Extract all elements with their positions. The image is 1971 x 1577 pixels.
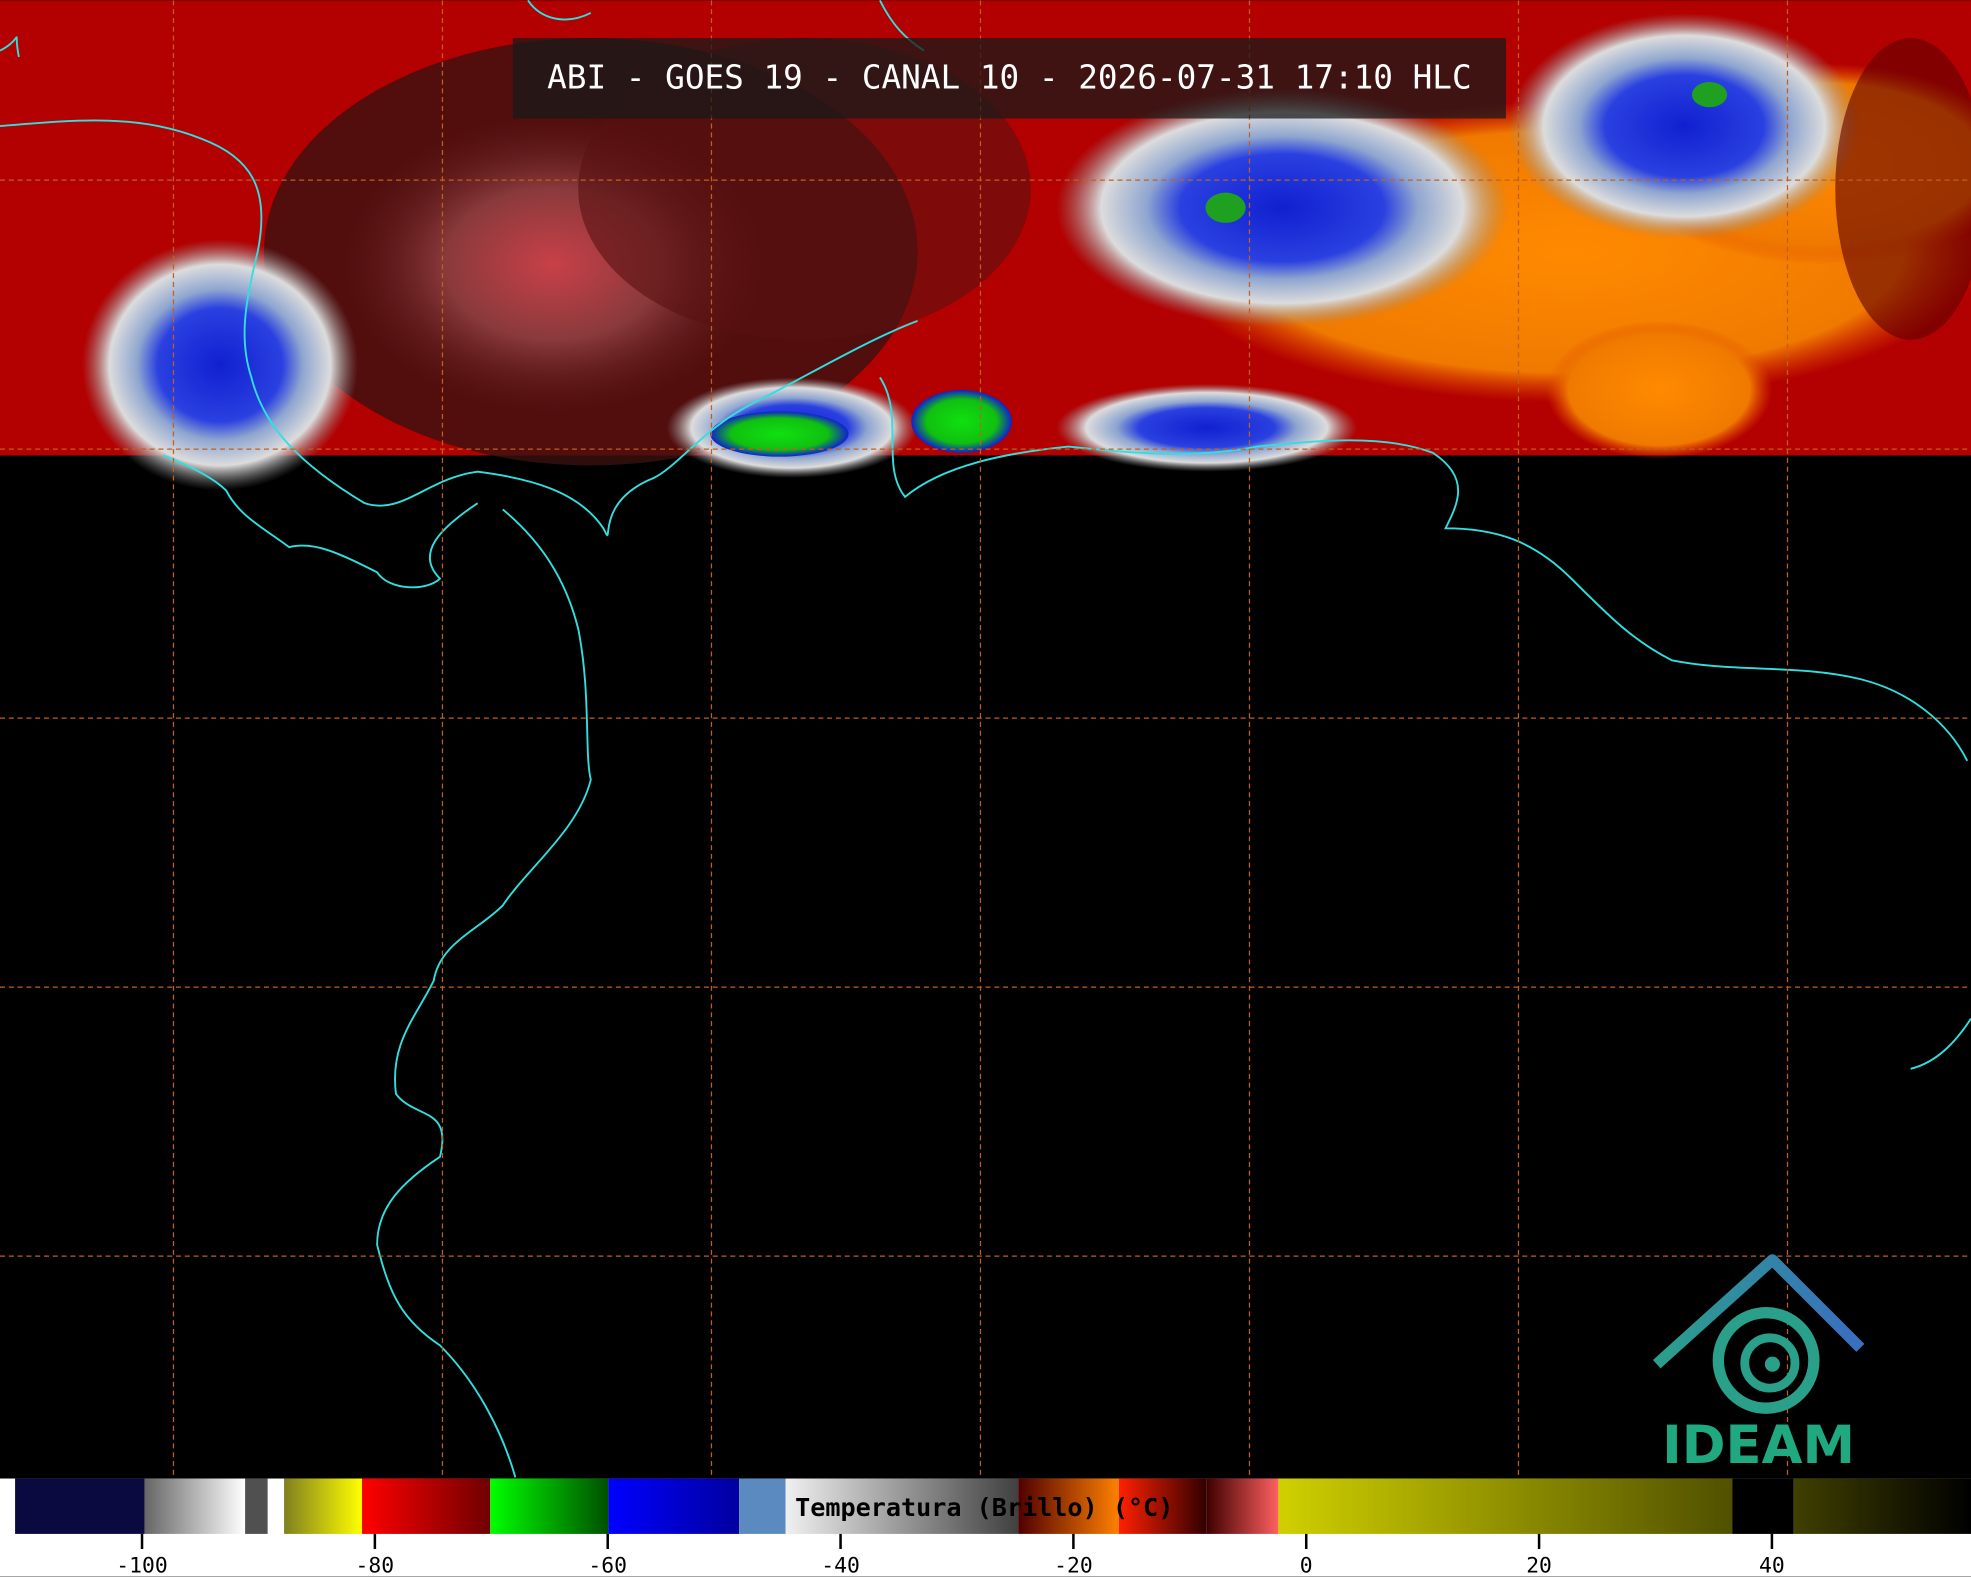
colorbar-label: Temperatura (Brillo) (°C) [795,1493,1173,1522]
logo: IDEAM [1652,1254,1865,1476]
graticule [0,0,1971,1478]
colorbar: Temperatura (Brillo) (°C) [0,1478,1971,1577]
tick-label: 20 [1526,1554,1552,1577]
tick-label: -20 [1054,1554,1093,1577]
cloud-imagery [0,0,1971,491]
tick-label: -60 [588,1554,627,1577]
tick-label: 40 [1759,1554,1785,1577]
tick-label: -40 [821,1554,860,1577]
title: ABI - GOES 19 - CANAL 10 - 2026-07-31 17… [547,59,1471,97]
tick-label: -100 [116,1554,167,1577]
logo-text: IDEAM [1662,1415,1855,1476]
coastlines [0,0,1971,1478]
tick-label: -80 [356,1554,395,1577]
title-box [512,38,1506,119]
tick-label: 0 [1300,1554,1313,1577]
